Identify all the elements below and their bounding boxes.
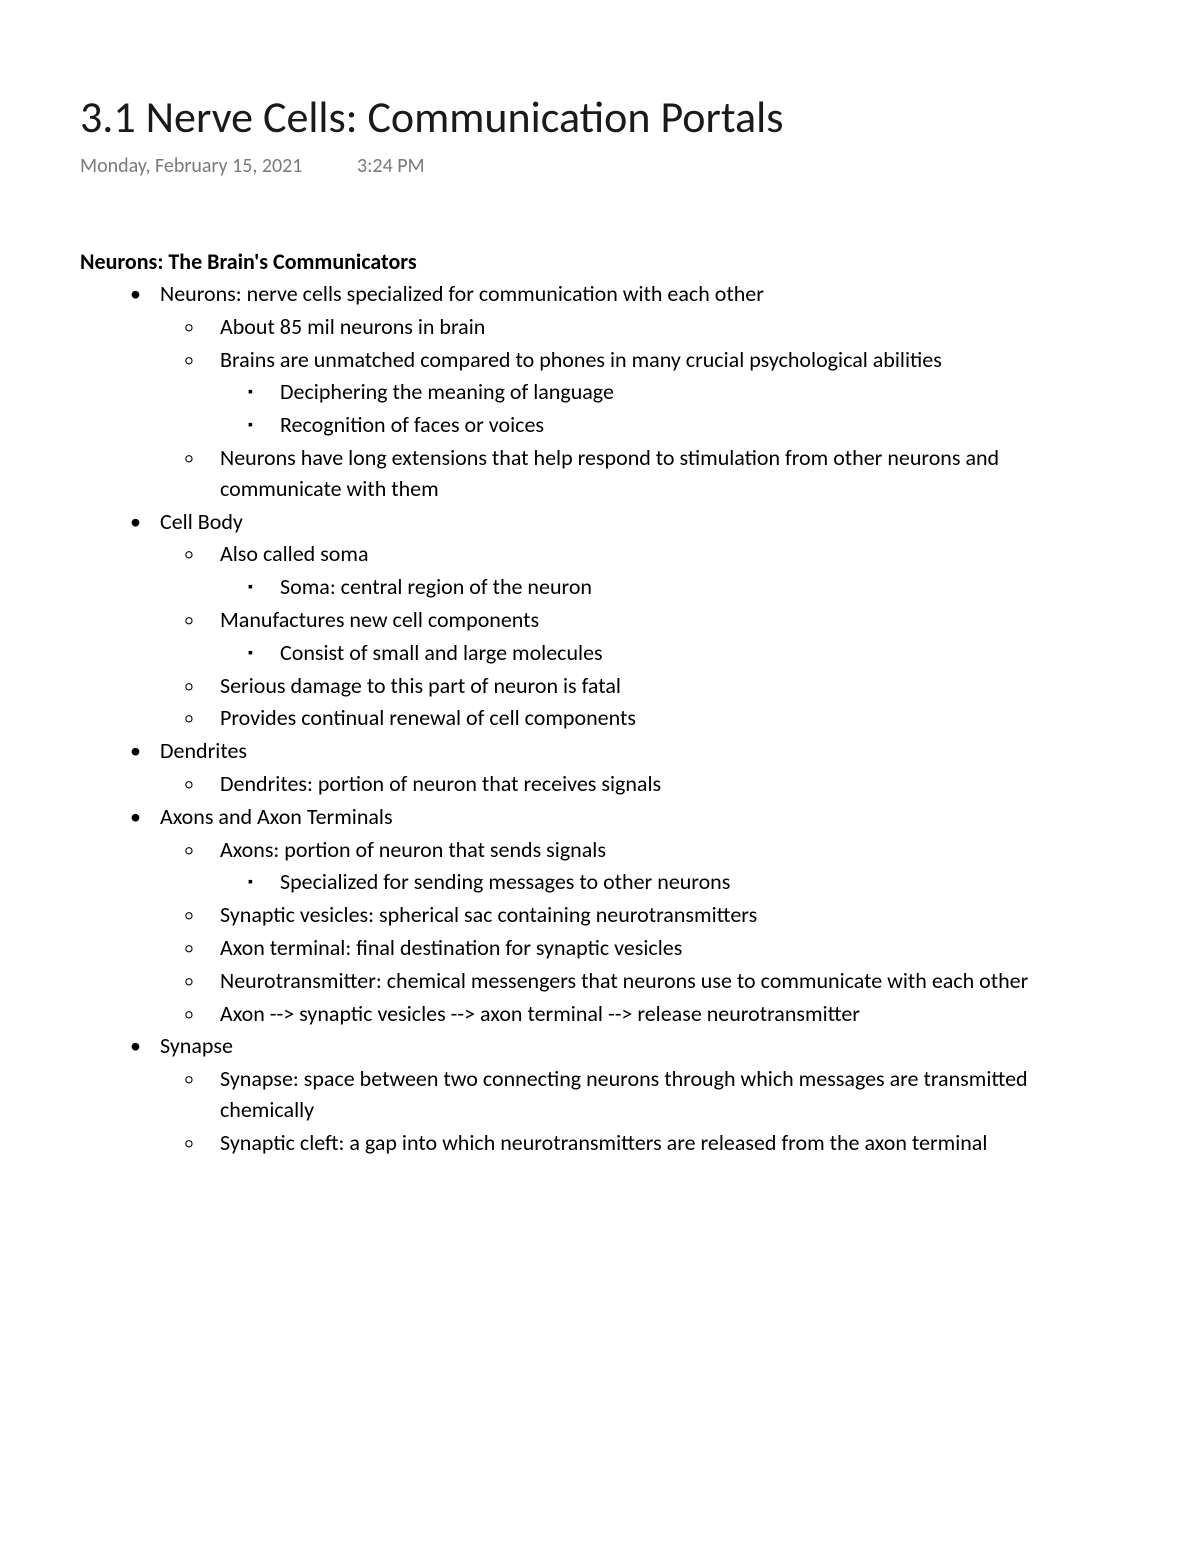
- list-item: Axons: portion of neuron that sends sign…: [80, 835, 1120, 866]
- list-item: Axons and Axon Terminals: [80, 802, 1120, 833]
- outline-list: Neurons: nerve cells specialized for com…: [80, 279, 1120, 1159]
- list-item: Specialized for sending messages to othe…: [80, 867, 1120, 898]
- list-item: Dendrites: portion of neuron that receiv…: [80, 769, 1120, 800]
- list-item: Provides continual renewal of cell compo…: [80, 703, 1120, 734]
- list-item: Synaptic cleft: a gap into which neurotr…: [80, 1128, 1120, 1159]
- list-item: Deciphering the meaning of language: [80, 377, 1120, 408]
- page-meta: Monday, February 15, 2021 3:24 PM: [80, 154, 1120, 178]
- list-item: Axon terminal: final destination for syn…: [80, 933, 1120, 964]
- list-item: Neurons: nerve cells specialized for com…: [80, 279, 1120, 310]
- section-heading: Neurons: The Brain's Communicators: [80, 248, 1120, 275]
- list-item: Serious damage to this part of neuron is…: [80, 671, 1120, 702]
- meta-time: 3:24 PM: [357, 154, 425, 178]
- list-item: Recognition of faces or voices: [80, 410, 1120, 441]
- list-item: Axon --> synaptic vesicles --> axon term…: [80, 999, 1120, 1030]
- list-item: Dendrites: [80, 736, 1120, 767]
- list-item: Manufactures new cell components: [80, 605, 1120, 636]
- list-item: Also called soma: [80, 539, 1120, 570]
- list-item: Neurotransmitter: chemical messengers th…: [80, 966, 1120, 997]
- meta-date: Monday, February 15, 2021: [80, 154, 302, 178]
- page-title: 3.1 Nerve Cells: Communication Portals: [80, 90, 1120, 144]
- list-item: Synaptic vesicles: spherical sac contain…: [80, 900, 1120, 931]
- list-item: Brains are unmatched compared to phones …: [80, 345, 1120, 376]
- list-item: Neurons have long extensions that help r…: [80, 443, 1120, 505]
- list-item: About 85 mil neurons in brain: [80, 312, 1120, 343]
- list-item: Synapse: space between two connecting ne…: [80, 1064, 1120, 1126]
- list-item: Soma: central region of the neuron: [80, 572, 1120, 603]
- list-item: Cell Body: [80, 507, 1120, 538]
- list-item: Consist of small and large molecules: [80, 638, 1120, 669]
- list-item: Synapse: [80, 1031, 1120, 1062]
